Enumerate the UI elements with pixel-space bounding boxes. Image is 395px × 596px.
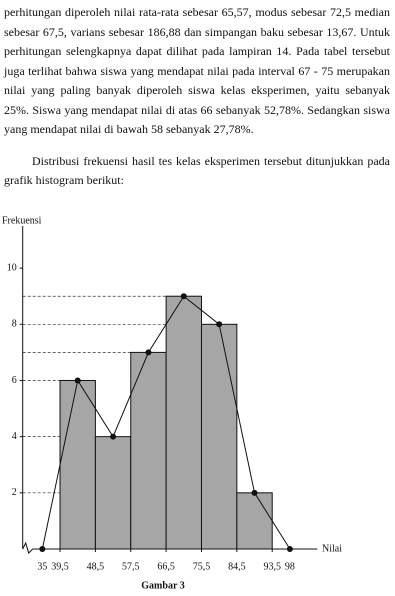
figure-caption: Gambar 3	[141, 580, 184, 591]
y-tick-label: 8	[12, 319, 17, 330]
polygon-point	[216, 321, 223, 328]
polygon-point	[286, 546, 293, 552]
axis-break	[22, 541, 34, 554]
y-tick-label: 4	[12, 431, 17, 442]
y-axis-label: Frekuensi	[2, 215, 42, 226]
polygon-point	[110, 433, 117, 440]
body-text: perhitungan diperoleh nilai rata-rata se…	[4, 3, 390, 191]
x-tick-label: 35	[37, 561, 47, 572]
bar	[200, 323, 238, 550]
y-tick-label: 2	[12, 487, 17, 498]
paragraph: perhitungan diperoleh nilai rata-rata se…	[4, 5, 390, 136]
x-tick-label: 98	[285, 561, 295, 572]
paragraph: Distribusi frekuensi hasil tes kelas eks…	[4, 153, 390, 188]
bar	[236, 492, 273, 550]
x-axis-label: Nilai	[322, 543, 342, 554]
y-tick-label: 6	[12, 375, 17, 386]
polygon-point	[74, 377, 81, 384]
x-tick-label: 39,5	[51, 561, 69, 572]
bar	[165, 295, 202, 550]
x-tick-label: 84,5	[228, 561, 246, 572]
frequency-polygon	[41, 295, 291, 550]
x-tick-label: 48,5	[87, 561, 105, 572]
y-tick-label: 10	[7, 262, 17, 273]
x-tick-label: 93,5	[263, 561, 281, 572]
bar	[59, 379, 96, 550]
polygon-point	[39, 546, 46, 552]
x-tick-label: 75,5	[193, 561, 211, 572]
polygon-point	[145, 349, 152, 356]
x-tick-label: 57,5	[122, 561, 140, 572]
polygon-point	[180, 293, 187, 300]
x-tick-label: 66,5	[157, 561, 175, 572]
polygon-point	[251, 489, 258, 496]
bar	[94, 436, 132, 550]
